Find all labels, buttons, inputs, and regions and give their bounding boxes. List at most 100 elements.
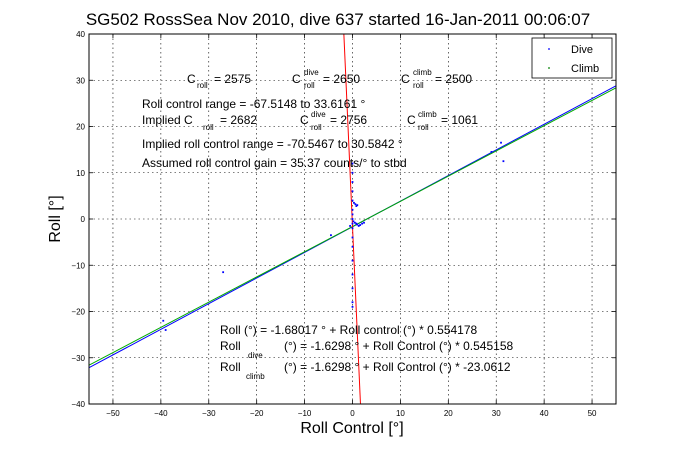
c-climb-label: C	[401, 72, 410, 86]
implied-c-climb-value: = 1061	[441, 113, 478, 127]
legend-label-dive: Dive	[571, 44, 593, 56]
point-dive	[351, 287, 354, 290]
y-tick-label: 30	[76, 76, 85, 85]
c-climb-sub: roll	[413, 81, 424, 90]
x-tick-label: 10	[396, 409, 405, 418]
fit-equation-roll-dive-sub: dive	[248, 351, 263, 360]
point-dive	[490, 151, 493, 153]
fit-equation-roll-climb: (°) = -1.6298 ° + Roll Control (°) * -23…	[284, 360, 511, 374]
c-dive-value: = 2650	[323, 72, 360, 86]
implied-c-roll-sub: roll	[203, 123, 214, 132]
point-dive	[351, 301, 354, 304]
point-dive	[351, 208, 354, 211]
y-tick-label: 10	[76, 169, 85, 178]
x-tick-label: −20	[250, 409, 264, 418]
legend-box	[531, 37, 613, 79]
implied-c-climb-sup: climb	[418, 110, 437, 119]
c-climb-value: = 2500	[435, 72, 472, 86]
point-dive	[351, 245, 354, 248]
implied-roll-control-range: Implied roll control range = -70.5467 to…	[142, 137, 403, 151]
x-tick-label: 20	[444, 409, 453, 418]
point-dive	[500, 141, 502, 144]
point-dive	[164, 329, 167, 331]
point-dive	[222, 271, 225, 274]
point-dive	[355, 222, 358, 225]
point-dive	[357, 225, 360, 227]
implied-c-climb-sub: roll	[418, 123, 429, 132]
fit-equation-roll-dive: (°) = -1.6298 ° + Roll Control (°) * 0.5…	[284, 339, 514, 353]
fit-equation-roll-dive-label: Roll	[220, 339, 241, 353]
x-tick-label: 30	[492, 409, 501, 418]
point-dive	[351, 181, 354, 183]
implied-c-dive-value: = 2756	[330, 113, 367, 127]
point-dive	[363, 221, 365, 224]
point-dive	[353, 201, 355, 204]
point-dive	[359, 224, 362, 226]
fit-equation-roll-climb-label: Roll	[220, 360, 241, 374]
implied-c-dive-sub: roll	[311, 123, 322, 132]
fit-equation-roll: Roll (°) = -1.68017 ° + Roll control (°)…	[220, 323, 478, 337]
x-tick-label: 40	[540, 409, 549, 418]
x-axis-label: Roll Control [°]	[300, 420, 403, 437]
point-dive	[351, 162, 354, 165]
y-tick-label: 20	[76, 123, 85, 132]
point-dive	[356, 204, 359, 207]
y-tick-label: −10	[71, 261, 85, 270]
point-dive	[351, 171, 354, 174]
y-tick-label: −30	[71, 354, 85, 363]
x-tick-label: −40	[154, 409, 168, 418]
annotation-block-top: C roll = 2575 C dive roll = 2650 C climb…	[142, 68, 478, 170]
point-dive	[349, 225, 352, 227]
point-dive	[361, 222, 363, 225]
roll-control-range: Roll control range = -67.5148 to 33.6161…	[142, 97, 365, 111]
point-dive	[351, 190, 354, 193]
legend-marker-dive	[548, 48, 550, 50]
c-dive-sub: roll	[304, 81, 315, 90]
point-dive	[502, 160, 505, 163]
implied-c-dive-label: C	[300, 113, 309, 127]
implied-c-roll-value: = 2682	[220, 113, 257, 127]
legend: Dive Climb	[531, 37, 613, 79]
x-tick-label: −10	[298, 409, 312, 418]
x-tick-label: −50	[106, 409, 120, 418]
point-dive	[354, 203, 357, 206]
point-dive	[351, 236, 354, 239]
point-dive	[355, 205, 358, 207]
y-tick-label: 0	[81, 215, 86, 224]
c-dive-sup: dive	[304, 68, 319, 77]
axis-ticks: −50 −40 −30 −20 −10 0 10 20 30 40 50 −40 −30 −20 −10 0 1…	[71, 30, 616, 418]
c-roll-label: C	[187, 72, 196, 86]
point-dive	[351, 213, 354, 216]
point-dive	[351, 227, 354, 230]
point-dive	[162, 319, 165, 322]
point-dive	[351, 222, 354, 225]
x-tick-label: −30	[202, 409, 216, 418]
implied-c-climb-label: C	[407, 113, 416, 127]
fit-equation-roll-climb-sub: climb	[246, 372, 265, 381]
point-dive	[330, 234, 332, 237]
point-dive	[353, 221, 356, 224]
x-tick-label: 50	[588, 409, 597, 418]
chart-title: SG502 RossSea Nov 2010, dive 637 started…	[86, 10, 590, 29]
implied-c-roll-label: Implied C	[142, 113, 193, 127]
point-dive	[351, 259, 354, 262]
legend-label-climb: Climb	[571, 63, 599, 75]
point-dive	[351, 199, 354, 202]
implied-c-dive-sup: dive	[311, 110, 326, 119]
x-tick-label: 0	[350, 409, 355, 418]
y-tick-label: −20	[71, 308, 85, 317]
y-tick-label: −40	[71, 400, 85, 409]
point-dive	[351, 305, 354, 308]
point-dive	[356, 223, 359, 226]
y-axis-label: Roll [°]	[47, 195, 64, 242]
c-dive-label: C	[292, 72, 301, 86]
legend-marker-climb	[548, 67, 550, 69]
data-points	[162, 141, 505, 331]
annotation-block-bottom: Roll (°) = -1.68017 ° + Roll control (°)…	[220, 323, 514, 381]
point-dive	[352, 220, 355, 223]
c-roll-value: = 2575	[214, 72, 251, 86]
roll-control-gain: Assumed roll control gain = 35.37 counts…	[142, 156, 407, 170]
point-dive	[351, 218, 354, 220]
c-climb-sup: climb	[413, 68, 432, 77]
c-roll-sub: roll	[197, 81, 208, 90]
